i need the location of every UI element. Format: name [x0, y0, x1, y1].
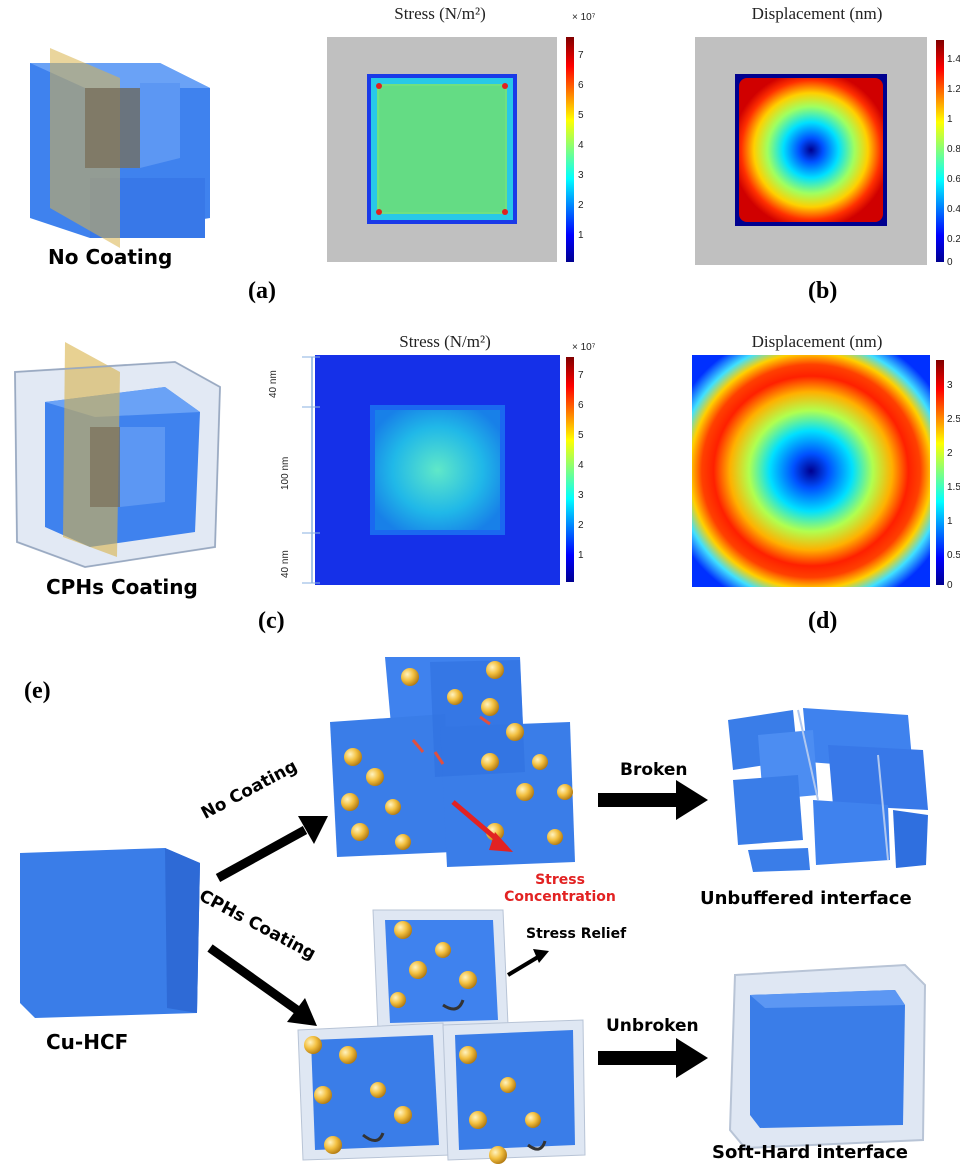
tick: 0.2: [947, 234, 960, 245]
tick: 0.8: [947, 144, 960, 155]
tick: 6: [578, 80, 584, 91]
panel-a-colorbar: [566, 37, 574, 262]
tick: 7: [578, 370, 584, 381]
arrow-no-coating: [210, 808, 330, 888]
stress-concentration-line1: Stress: [535, 872, 585, 888]
dim-label-top: 40 nm: [268, 370, 279, 398]
panel-b-label: (b): [808, 278, 838, 304]
dim-label-bottom: 40 nm: [280, 550, 291, 578]
tick: 2.5: [947, 414, 960, 425]
panel-a-title: Stress (N/m²): [394, 4, 486, 23]
cu-hcf-cube: [15, 843, 205, 1023]
arrow-unbroken: [598, 1038, 708, 1078]
tick: 0: [947, 257, 953, 268]
panel-d-title: Displacement (nm): [751, 332, 883, 351]
panel-c-coated-cube-illustration: [5, 332, 235, 572]
tick: 5: [578, 430, 584, 441]
panel-e-label: (e): [24, 678, 51, 704]
broken-label: Broken: [620, 760, 688, 780]
panel-d-label: (d): [808, 608, 838, 634]
panel-c-title: Stress (N/m²): [399, 332, 491, 351]
tick: 0.4: [947, 204, 960, 215]
soft-hard-interface-label: Soft-Hard interface: [712, 1142, 909, 1163]
coated-cube-cluster: [293, 905, 593, 1165]
panel-b-colorbar: [936, 40, 944, 262]
panel-c-caption: CPHs Coating: [46, 575, 198, 599]
unbuffered-interface-label: Unbuffered interface: [700, 888, 912, 909]
tick: 2: [578, 520, 584, 531]
tick: 2: [947, 448, 953, 459]
unbroken-label: Unbroken: [606, 1016, 699, 1036]
panel-d-displacement-map: [692, 355, 930, 587]
tick: 1: [947, 516, 953, 527]
stress-relief-label: Stress Relief: [526, 926, 627, 942]
tick: 1: [947, 114, 953, 125]
tick: 7: [578, 50, 584, 61]
panel-b-title: Displacement (nm): [751, 4, 883, 23]
tick: 4: [578, 460, 584, 471]
panel-a-cube-illustration: [10, 28, 230, 258]
tick: 1.5: [947, 482, 960, 493]
arrow-broken: [598, 780, 708, 820]
cu-hcf-label: Cu-HCF: [46, 1030, 129, 1054]
panel-c-stress-map: [315, 355, 560, 585]
tick: 1.2: [947, 84, 960, 95]
panel-a-exponent: × 10⁷: [572, 12, 596, 23]
panel-a-caption: No Coating: [48, 245, 173, 269]
tick: 0: [947, 580, 953, 591]
panel-a-stress-map: [327, 37, 557, 262]
tick: 0.6: [947, 174, 960, 185]
stress-concentration-line2: Concentration: [504, 889, 616, 905]
panel-c-colorbar: [566, 357, 574, 582]
panel-c-exponent: × 10⁷: [572, 342, 596, 353]
panel-d-colorbar: [936, 360, 944, 585]
tick: 3: [947, 380, 953, 391]
soft-hard-cube: [725, 960, 930, 1155]
panel-b-displacement-map: [695, 37, 927, 265]
panel-c-dimension-markers: [300, 355, 320, 585]
tick: 4: [578, 140, 584, 151]
broken-cube-cluster: [718, 700, 938, 880]
panel-c-label: (c): [258, 608, 285, 634]
tick: 0.5: [947, 550, 960, 561]
tick: 1: [578, 230, 584, 241]
tick: 1.4: [947, 54, 960, 65]
stress-concentration-label: Stress Concentration: [500, 872, 620, 906]
tick: 3: [578, 490, 584, 501]
tick: 3: [578, 170, 584, 181]
dim-label-middle: 100 nm: [280, 456, 291, 490]
tick: 6: [578, 400, 584, 411]
arrow-cphs-coating: [205, 940, 325, 1030]
tick: 1: [578, 550, 584, 561]
tick: 5: [578, 110, 584, 121]
tick: 2: [578, 200, 584, 211]
panel-a-label: (a): [248, 278, 276, 304]
uncoated-cube-cluster: [325, 652, 595, 870]
